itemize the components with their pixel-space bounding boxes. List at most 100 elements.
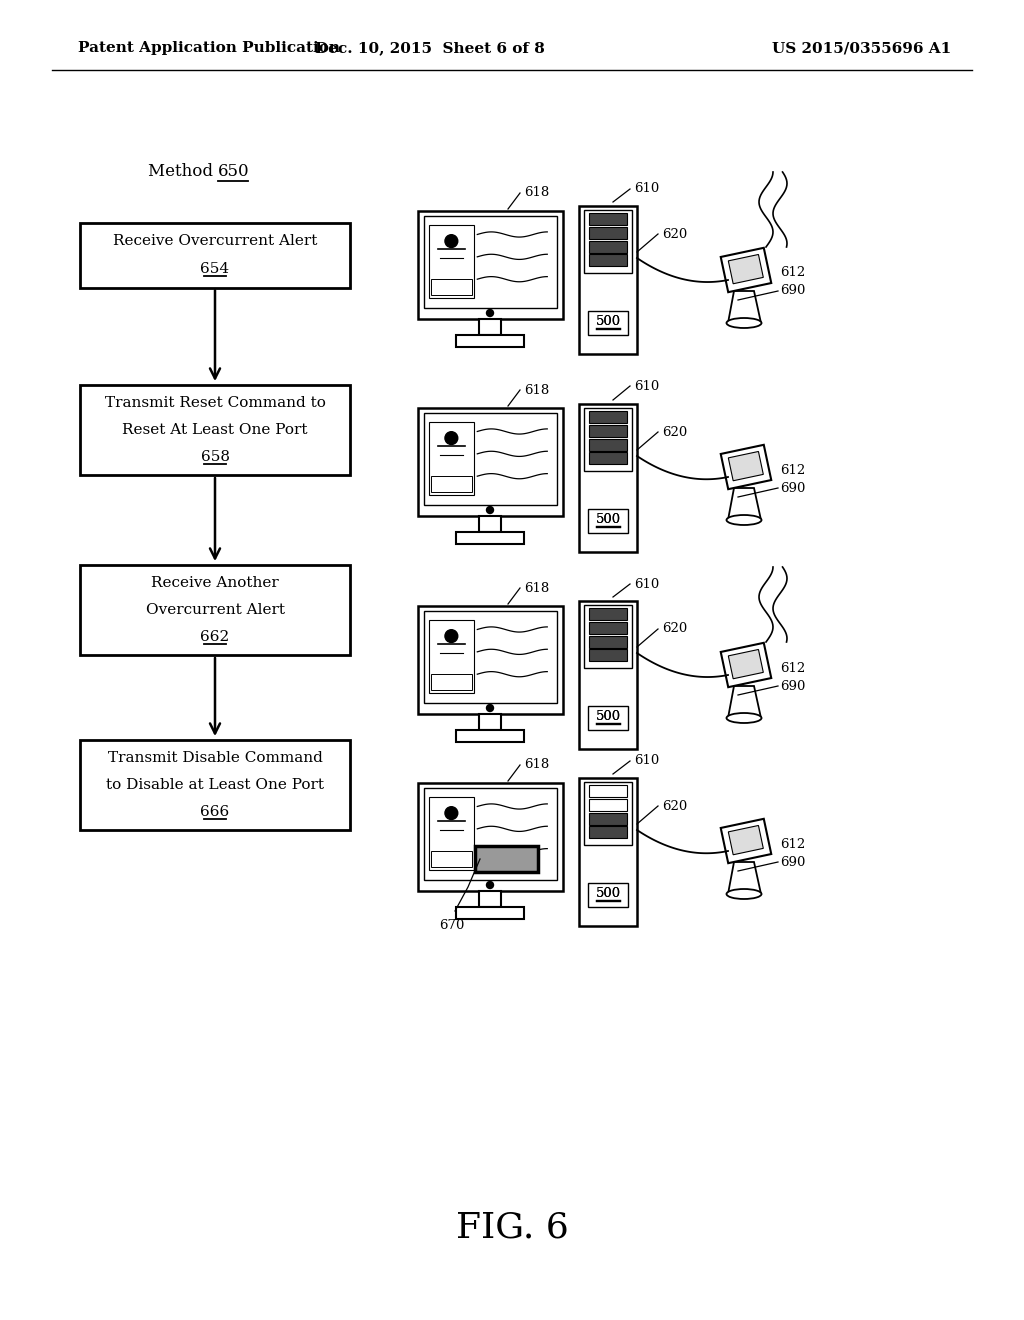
Bar <box>456 335 524 347</box>
Polygon shape <box>728 686 761 718</box>
Bar <box>579 404 637 552</box>
Text: 690: 690 <box>780 855 805 869</box>
Bar <box>590 609 627 620</box>
Text: 612: 612 <box>780 463 805 477</box>
Bar <box>456 907 524 919</box>
Bar <box>588 883 628 907</box>
Text: Patent Application Publication: Patent Application Publication <box>78 41 340 55</box>
Polygon shape <box>721 248 771 292</box>
Bar <box>475 846 539 871</box>
Text: 620: 620 <box>662 623 687 635</box>
Circle shape <box>486 309 494 317</box>
Text: Reset At Least One Port: Reset At Least One Port <box>122 422 308 437</box>
Bar <box>579 777 637 927</box>
Bar <box>80 565 350 655</box>
Text: Method: Method <box>147 164 218 181</box>
Bar <box>588 706 628 730</box>
Text: 666: 666 <box>201 805 229 820</box>
Bar <box>590 412 627 424</box>
Text: 618: 618 <box>524 759 549 771</box>
Bar <box>431 851 472 867</box>
Bar <box>590 227 627 239</box>
Circle shape <box>445 432 458 445</box>
Bar <box>80 741 350 830</box>
Text: 662: 662 <box>201 630 229 644</box>
Text: 612: 612 <box>780 267 805 280</box>
Bar <box>590 799 627 810</box>
Text: 618: 618 <box>524 582 549 594</box>
Bar <box>418 606 562 714</box>
Text: 500: 500 <box>595 710 621 723</box>
Text: FIG. 6: FIG. 6 <box>456 1210 568 1245</box>
Ellipse shape <box>726 888 762 899</box>
Bar <box>431 477 472 492</box>
Bar <box>588 510 628 533</box>
Circle shape <box>486 705 494 711</box>
Polygon shape <box>728 649 763 678</box>
Circle shape <box>445 807 458 820</box>
Polygon shape <box>721 818 771 863</box>
Text: 618: 618 <box>524 384 549 396</box>
Text: US 2015/0355696 A1: US 2015/0355696 A1 <box>772 41 951 55</box>
Polygon shape <box>728 290 761 323</box>
Bar <box>424 788 556 880</box>
Bar <box>585 783 632 845</box>
Bar <box>418 783 562 891</box>
Text: 500: 500 <box>595 513 621 525</box>
Bar <box>590 649 627 661</box>
Text: 618: 618 <box>524 186 549 199</box>
Text: 620: 620 <box>662 227 687 240</box>
Text: 500: 500 <box>595 315 621 327</box>
Polygon shape <box>721 643 771 688</box>
Polygon shape <box>728 255 763 284</box>
Bar <box>424 611 556 704</box>
Text: 690: 690 <box>780 482 805 495</box>
Text: 620: 620 <box>662 800 687 813</box>
Polygon shape <box>728 862 761 894</box>
Bar <box>590 785 627 797</box>
Ellipse shape <box>726 318 762 327</box>
Bar <box>479 714 501 730</box>
Text: 500: 500 <box>595 887 621 900</box>
Bar <box>590 826 627 838</box>
Polygon shape <box>728 825 763 855</box>
Bar <box>479 516 501 532</box>
Text: 690: 690 <box>780 680 805 693</box>
Bar <box>590 240 627 252</box>
Bar <box>80 223 350 288</box>
Text: Transmit Disable Command: Transmit Disable Command <box>108 751 323 764</box>
Bar <box>479 319 501 335</box>
Bar <box>428 797 474 870</box>
Bar <box>456 532 524 544</box>
Circle shape <box>486 882 494 888</box>
Text: 612: 612 <box>780 837 805 850</box>
Bar <box>590 425 627 437</box>
Bar <box>428 620 474 693</box>
Bar <box>590 255 627 267</box>
Text: 654: 654 <box>201 263 229 276</box>
Polygon shape <box>728 451 763 480</box>
Ellipse shape <box>726 713 762 723</box>
Circle shape <box>486 507 494 513</box>
Text: to Disable at Least One Port: to Disable at Least One Port <box>106 777 324 792</box>
Bar <box>590 813 627 825</box>
Bar <box>579 601 637 748</box>
Bar <box>418 408 562 516</box>
Text: 650: 650 <box>218 164 250 181</box>
Ellipse shape <box>726 515 762 525</box>
Bar <box>579 206 637 354</box>
Text: Dec. 10, 2015  Sheet 6 of 8: Dec. 10, 2015 Sheet 6 of 8 <box>315 41 545 55</box>
Text: 610: 610 <box>634 182 659 195</box>
Bar <box>456 730 524 742</box>
Text: 500: 500 <box>595 710 621 723</box>
Text: 500: 500 <box>595 315 621 327</box>
Text: 690: 690 <box>780 285 805 297</box>
Text: 610: 610 <box>634 380 659 392</box>
Bar <box>585 210 632 273</box>
Text: Receive Another: Receive Another <box>152 576 279 590</box>
Bar <box>585 606 632 668</box>
Text: 620: 620 <box>662 425 687 438</box>
Text: 500: 500 <box>595 513 621 525</box>
Bar <box>590 636 627 648</box>
Circle shape <box>445 630 458 643</box>
